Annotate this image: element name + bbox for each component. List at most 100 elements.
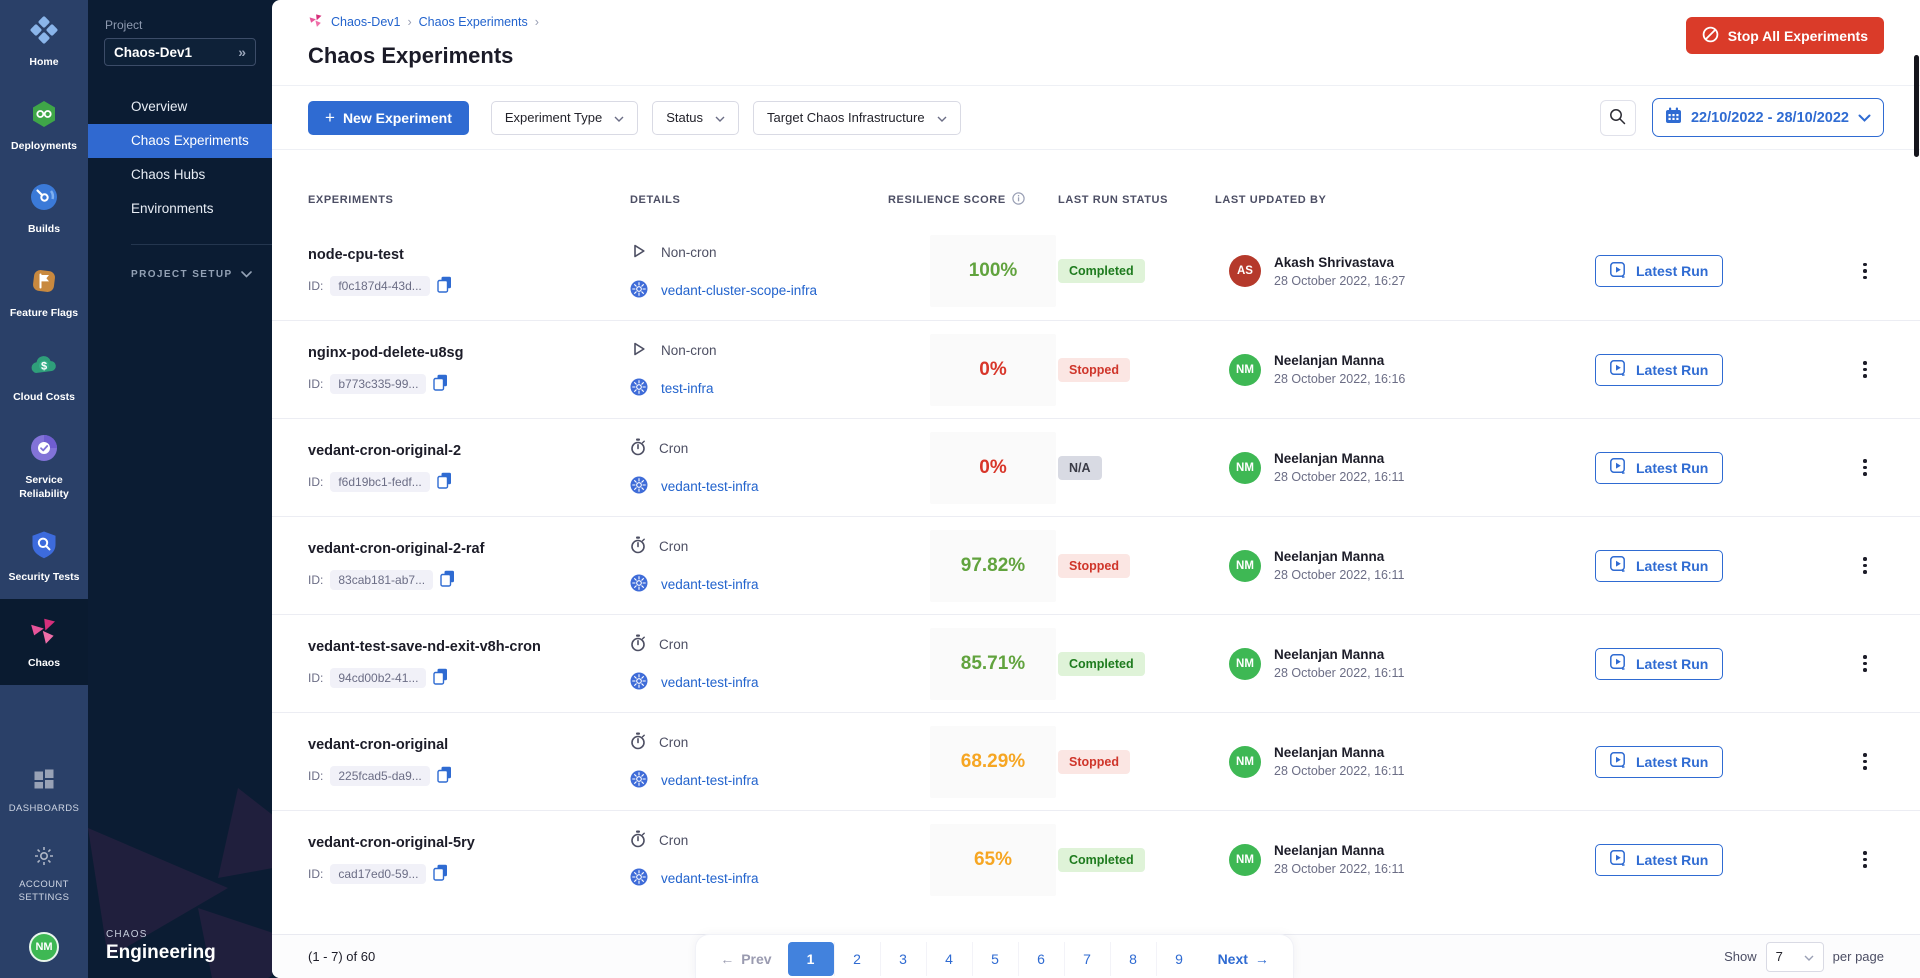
- latest-run-button[interactable]: Latest Run: [1595, 255, 1723, 287]
- nav-item-overview[interactable]: Overview: [88, 90, 272, 124]
- latest-run-button[interactable]: Latest Run: [1595, 746, 1723, 778]
- experiment-name[interactable]: vedant-test-save-nd-exit-v8h-cron: [308, 639, 630, 655]
- updated-at-date: 28 October 2022, 16:11: [1274, 470, 1404, 484]
- stopwatch-icon: [630, 438, 646, 459]
- row-menu-button[interactable]: [1863, 361, 1867, 378]
- updated-by-cell: NM Neelanjan Manna 28 October 2022, 16:1…: [1229, 451, 1595, 484]
- copy-icon[interactable]: [433, 374, 448, 394]
- row-menu-button[interactable]: [1863, 753, 1867, 770]
- page-2[interactable]: 2: [834, 942, 880, 976]
- experiment-name[interactable]: node-cpu-test: [308, 247, 630, 263]
- copy-icon[interactable]: [433, 668, 448, 688]
- nav-item-environments[interactable]: Environments: [88, 192, 272, 226]
- page-3[interactable]: 3: [880, 942, 926, 976]
- schedule-label: Cron: [659, 441, 688, 456]
- project-selector[interactable]: Chaos-Dev1 »: [104, 38, 256, 66]
- row-menu-button[interactable]: [1863, 557, 1867, 574]
- new-experiment-button[interactable]: + New Experiment: [308, 101, 469, 135]
- col-last-updated-by: LAST UPDATED BY: [1215, 194, 1595, 206]
- row-menu-button[interactable]: [1863, 851, 1867, 868]
- page-6[interactable]: 6: [1018, 942, 1064, 976]
- resilience-score: 65%: [930, 824, 1056, 896]
- infrastructure-link[interactable]: vedant-test-infra: [661, 773, 759, 788]
- infrastructure-link[interactable]: vedant-test-infra: [661, 675, 759, 690]
- stop-all-experiments-button[interactable]: Stop All Experiments: [1686, 17, 1884, 54]
- module-home[interactable]: Home: [0, 0, 88, 84]
- table-row: vedant-cron-original ID: 225fcad5-da9...…: [272, 712, 1920, 810]
- experiment-name[interactable]: vedant-cron-original-5ry: [308, 835, 630, 851]
- latest-run-button[interactable]: Latest Run: [1595, 354, 1723, 386]
- filter-target-infrastructure[interactable]: Target Chaos Infrastructure: [753, 101, 961, 135]
- latest-run-button[interactable]: Latest Run: [1595, 452, 1723, 484]
- experiment-id-value: f0c187d4-43d...: [330, 276, 429, 296]
- page-1[interactable]: 1: [788, 942, 834, 976]
- details-cell: Non-cron vedant-cluster-scope-infra: [630, 242, 888, 301]
- experiment-name[interactable]: vedant-cron-original-2-raf: [308, 541, 630, 557]
- row-menu-button[interactable]: [1863, 459, 1867, 476]
- module-feature-flags[interactable]: Feature Flags: [0, 251, 88, 335]
- latest-run-button[interactable]: Latest Run: [1595, 648, 1723, 680]
- user-avatar[interactable]: NM: [29, 932, 59, 962]
- play-icon: [630, 242, 648, 263]
- svg-text:$: $: [41, 360, 47, 372]
- next-page-button[interactable]: Next →: [1202, 951, 1285, 967]
- breadcrumb-experiments[interactable]: Chaos Experiments: [419, 15, 528, 29]
- expand-panel-icon[interactable]: »: [238, 44, 246, 60]
- vertical-scrollbar[interactable]: [1914, 55, 1919, 157]
- info-icon[interactable]: [1012, 192, 1025, 208]
- copy-icon[interactable]: [437, 276, 452, 296]
- stopwatch-icon: [630, 732, 646, 753]
- experiment-name[interactable]: vedant-cron-original: [308, 737, 630, 753]
- page-8[interactable]: 8: [1110, 942, 1156, 976]
- row-menu-button[interactable]: [1863, 655, 1867, 672]
- latest-run-button[interactable]: Latest Run: [1595, 550, 1723, 582]
- project-setup-label: PROJECT SETUP: [131, 269, 233, 280]
- project-setup-section[interactable]: PROJECT SETUP: [88, 245, 272, 283]
- search-button[interactable]: [1600, 100, 1636, 136]
- module-service-reliability[interactable]: Service Reliability: [0, 418, 88, 515]
- experiment-cell: vedant-test-save-nd-exit-v8h-cron ID: 94…: [308, 639, 630, 688]
- infrastructure-link[interactable]: vedant-test-infra: [661, 871, 759, 886]
- module-builds[interactable]: Builds: [0, 167, 88, 251]
- module-cloud-costs[interactable]: $ Cloud Costs: [0, 335, 88, 419]
- breadcrumb: Chaos-Dev1 › Chaos Experiments ›: [308, 12, 1884, 31]
- module-security-tests[interactable]: Security Tests: [0, 515, 88, 599]
- date-range-label: 22/10/2022 - 28/10/2022: [1691, 110, 1849, 126]
- date-range-picker[interactable]: 22/10/2022 - 28/10/2022: [1652, 98, 1884, 137]
- experiment-name[interactable]: nginx-pod-delete-u8sg: [308, 345, 630, 361]
- page-5[interactable]: 5: [972, 942, 1018, 976]
- nav-item-chaos-experiments[interactable]: Chaos Experiments: [88, 124, 272, 158]
- module-deployments[interactable]: Deployments: [0, 84, 88, 168]
- module-chaos[interactable]: Chaos: [0, 599, 88, 685]
- page-9[interactable]: 9: [1156, 942, 1202, 976]
- experiment-id-value: 83cab181-ab7...: [330, 570, 433, 590]
- latest-run-button[interactable]: Latest Run: [1595, 844, 1723, 876]
- experiment-cell: vedant-cron-original-2-raf ID: 83cab181-…: [308, 541, 630, 590]
- status-cell: Completed: [1058, 848, 1215, 872]
- copy-icon[interactable]: [433, 864, 448, 884]
- experiment-id: ID: f0c187d4-43d...: [308, 276, 630, 296]
- updated-by-cell: NM Neelanjan Manna 28 October 2022, 16:1…: [1229, 353, 1595, 386]
- page-4[interactable]: 4: [926, 942, 972, 976]
- module-security-tests-label: Security Tests: [3, 571, 85, 585]
- filter-experiment-type[interactable]: Experiment Type: [491, 101, 638, 135]
- filter-status[interactable]: Status: [652, 101, 739, 135]
- infrastructure-link[interactable]: test-infra: [661, 381, 714, 396]
- copy-icon[interactable]: [440, 570, 455, 590]
- infrastructure-link[interactable]: vedant-test-infra: [661, 479, 759, 494]
- page-7[interactable]: 7: [1064, 942, 1110, 976]
- experiment-name[interactable]: vedant-cron-original-2: [308, 443, 630, 459]
- score-cell: 68.29%: [888, 726, 1058, 798]
- copy-icon[interactable]: [437, 766, 452, 786]
- breadcrumb-project[interactable]: Chaos-Dev1: [331, 15, 400, 29]
- prev-page-button[interactable]: ← Prev: [704, 951, 787, 967]
- infrastructure-link[interactable]: vedant-cluster-scope-infra: [661, 283, 817, 298]
- nav-item-chaos-hubs[interactable]: Chaos Hubs: [88, 158, 272, 192]
- row-menu-button[interactable]: [1863, 263, 1867, 280]
- nav-account-settings[interactable]: ACCOUNT SETTINGS: [0, 829, 88, 918]
- schedule-label: Non-cron: [661, 343, 717, 358]
- infrastructure-link[interactable]: vedant-test-infra: [661, 577, 759, 592]
- copy-icon[interactable]: [437, 472, 452, 492]
- nav-dashboards[interactable]: DASHBOARDS: [0, 751, 88, 829]
- per-page-select[interactable]: 7: [1766, 942, 1824, 972]
